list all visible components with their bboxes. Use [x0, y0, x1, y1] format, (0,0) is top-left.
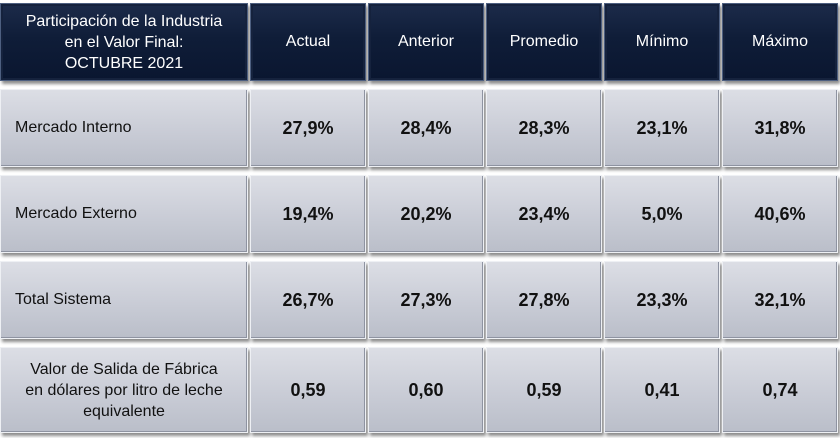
table-cell: 27,9% [250, 89, 366, 167]
table-cell: 19,4% [250, 175, 366, 253]
table-title-line-1: Participación de la Industria [25, 12, 223, 30]
row-label-total-sistema: Total Sistema [0, 261, 248, 339]
column-header-maximo: Máximo [722, 3, 838, 81]
table-cell: 23,3% [604, 261, 720, 339]
row-label-mercado-interno: Mercado Interno [0, 89, 248, 167]
table-cell: 28,3% [486, 89, 602, 167]
row-label-line-3: equivalente [83, 402, 165, 420]
row-label-valor-salida-fabrica: Valor de Salida de Fábrica en dólares po… [0, 347, 248, 433]
table-cell: 32,1% [722, 261, 838, 339]
table-cell: 27,3% [368, 261, 484, 339]
column-header-promedio: Promedio [486, 3, 602, 81]
table-cell: 40,6% [722, 175, 838, 253]
table-cell: 0,41 [604, 347, 720, 433]
table-cell: 28,4% [368, 89, 484, 167]
column-header-anterior: Anterior [368, 3, 484, 81]
table-title-cell: Participación de la Industria en el Valo… [0, 3, 248, 81]
table-cell: 23,1% [604, 89, 720, 167]
table-cell: 27,8% [486, 261, 602, 339]
table-cell: 31,8% [722, 89, 838, 167]
row-label-line-2: en dólares por litro de leche [25, 381, 223, 399]
column-header-minimo: Mínimo [604, 3, 720, 81]
table-cell: 5,0% [604, 175, 720, 253]
table-cell: 23,4% [486, 175, 602, 253]
table-title-line-2: en el Valor Final: [64, 33, 184, 51]
table-cell: 0,59 [486, 347, 602, 433]
table-cell: 0,59 [250, 347, 366, 433]
table-cell: 0,74 [722, 347, 838, 433]
column-header-actual: Actual [250, 3, 366, 81]
row-label-line-1: Valor de Salida de Fábrica [30, 360, 218, 378]
table-title-line-3: OCTUBRE 2021 [64, 54, 184, 72]
table-cell: 20,2% [368, 175, 484, 253]
table-cell: 0,60 [368, 347, 484, 433]
row-label-mercado-externo: Mercado Externo [0, 175, 248, 253]
table-cell: 26,7% [250, 261, 366, 339]
